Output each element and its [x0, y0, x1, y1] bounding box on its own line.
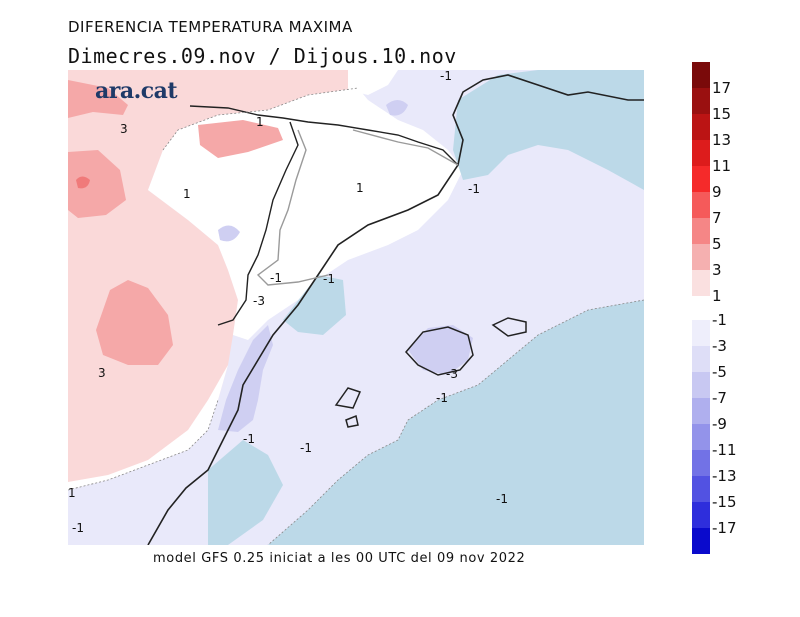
island-menorca	[491, 317, 527, 337]
color-scale-segment	[692, 398, 710, 424]
contour-label: -1	[436, 391, 448, 405]
color-scale-label: 13	[712, 131, 732, 149]
ara-cat-logo: ara.cat	[95, 78, 178, 104]
region-boundary	[256, 129, 459, 286]
color-scale-label: -1	[712, 311, 727, 329]
map-title: DIFERENCIA TEMPERATURA MAXIMA	[68, 18, 353, 36]
contour-label: -1	[300, 441, 312, 455]
color-scale-label: -3	[712, 337, 727, 355]
island-ibiza	[334, 387, 362, 409]
color-scale-segment	[692, 244, 710, 270]
model-info-caption: model GFS 0.25 iniciat a les 00 UTC del …	[153, 551, 526, 566]
color-scale-segment	[692, 502, 710, 528]
contour-label: -1	[468, 182, 480, 196]
sea-region-east	[268, 70, 644, 545]
contour-label: -1	[440, 70, 452, 83]
cold-region-3-5-inland	[218, 225, 240, 242]
color-scale-label: 15	[712, 105, 732, 123]
color-scale-segment	[692, 114, 710, 140]
color-scale-segment	[692, 166, 710, 192]
color-scale-label: -13	[712, 467, 737, 485]
color-scale-segment	[692, 450, 710, 476]
color-scale-label: -7	[712, 389, 727, 407]
contour-label: 1	[256, 115, 264, 129]
sea-region-northeast	[453, 70, 644, 190]
color-scale-label: 7	[712, 209, 722, 227]
color-scale-label: -15	[712, 493, 737, 511]
contour-label: -3	[446, 367, 458, 381]
contour-label: -1	[323, 272, 335, 286]
contour-line	[68, 87, 359, 491]
border-line	[189, 105, 459, 166]
warm-region-3-5-b	[198, 120, 283, 158]
contour-label: -1	[496, 492, 508, 506]
coastline	[147, 74, 644, 545]
color-scale-segment	[692, 476, 710, 502]
color-scale-label: -5	[712, 363, 727, 381]
warm-spot-5-7	[76, 176, 90, 189]
color-scale-label: 5	[712, 235, 722, 253]
color-scale-segment	[692, 372, 710, 398]
contour-label: 1	[183, 187, 191, 201]
color-scale-segment	[692, 424, 710, 450]
color-scale-label: 9	[712, 183, 722, 201]
island-mallorca	[404, 326, 474, 376]
sea-region-south	[208, 440, 283, 545]
color-scale-label: 17	[712, 79, 732, 97]
color-scale-segment	[692, 528, 710, 554]
color-scale-segment	[692, 218, 710, 244]
cold-region-3-5-north	[386, 100, 408, 116]
island-formentera	[345, 414, 359, 428]
sea-region-gulf	[283, 275, 346, 335]
color-scale-bar	[692, 62, 710, 554]
color-scale-label: 11	[712, 157, 732, 175]
temperature-difference-map: -1 3 1 1 -1 1 -1 -1 -3 3 -3 -1 -1 -1 1 -…	[68, 70, 644, 545]
contour-label: -1	[243, 432, 255, 446]
color-scale-label: -11	[712, 441, 737, 459]
neutral-region-south	[68, 365, 228, 490]
contour-label: 1	[356, 181, 364, 195]
color-scale-segment	[692, 140, 710, 166]
contour-label: -1	[270, 271, 282, 285]
color-scale-segment	[692, 270, 710, 296]
neutral-region-north	[348, 70, 398, 95]
border-line-inner	[217, 121, 299, 326]
contour-label: -3	[253, 294, 265, 308]
cold-region-3-5-mallorca	[408, 325, 473, 375]
contour-label: 1	[68, 486, 76, 500]
color-scale-segment	[692, 346, 710, 372]
color-scale-label: 3	[712, 261, 722, 279]
color-scale-label: -17	[712, 519, 737, 537]
color-scale-label: -9	[712, 415, 727, 433]
warm-region-1-3	[68, 70, 368, 490]
color-scale-segment	[692, 192, 710, 218]
contour-label: -1	[72, 521, 84, 535]
color-scale-segment	[692, 88, 710, 114]
warm-region-3-5-c	[68, 150, 126, 218]
cold-region-3-5-coast	[218, 325, 273, 432]
contour-label: 3	[120, 122, 128, 136]
contour-label: 3	[98, 366, 106, 380]
color-scale-segment	[692, 62, 710, 88]
color-scale-segment	[692, 320, 710, 346]
warm-region-3-5-d	[96, 280, 173, 365]
map-subtitle: Dimecres.09.nov / Dijous.10.nov	[68, 44, 457, 68]
warm-region-3-5-a	[68, 80, 128, 118]
color-scale-label: 1	[712, 287, 722, 305]
